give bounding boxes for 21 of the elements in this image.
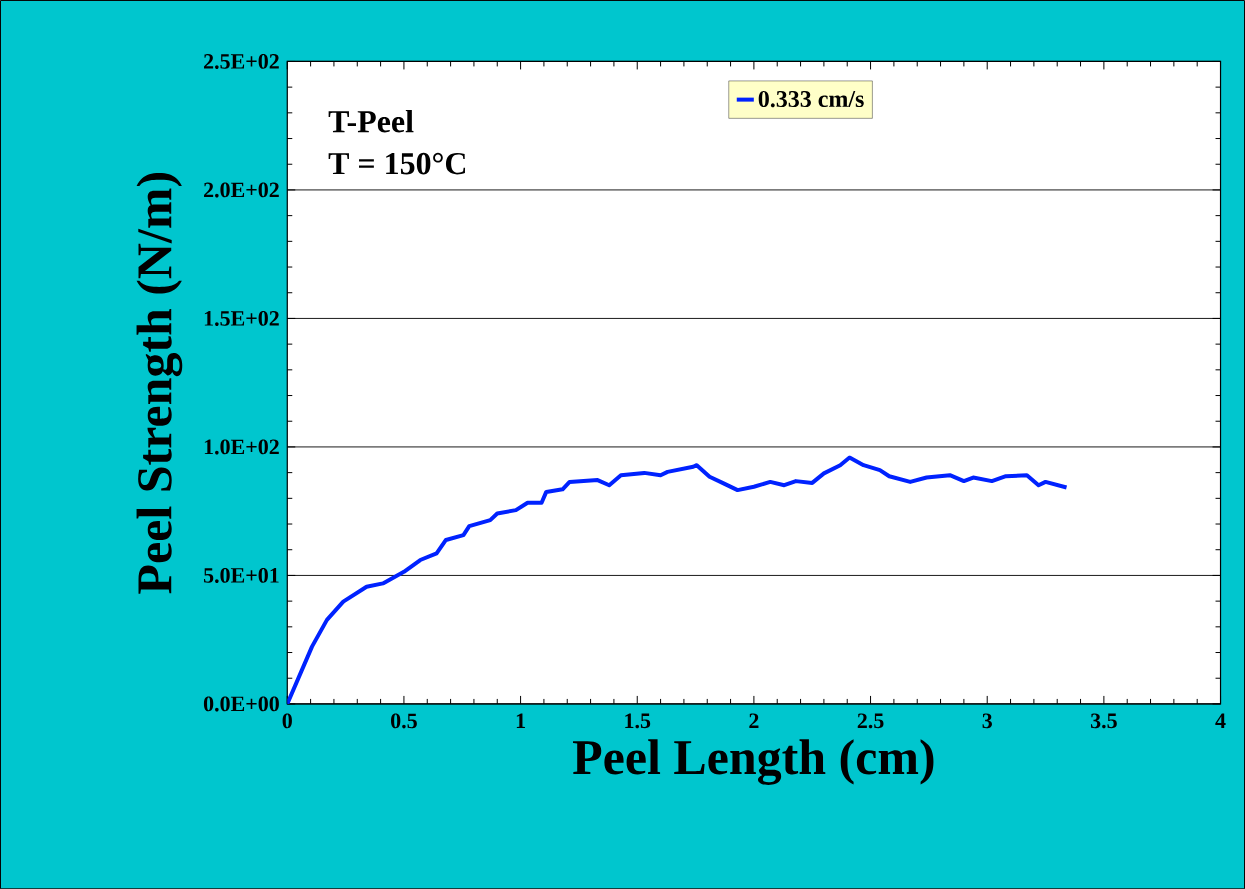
y-tick-label: 0.0E+00 <box>203 696 279 712</box>
y-tick-label: 2.5E+02 <box>204 53 279 69</box>
y-tick-label: 1.5E+02 <box>204 310 279 326</box>
x-tick-label: 2.5 <box>857 713 884 729</box>
x-tick-label: 3 <box>982 713 992 729</box>
y-axis-title: Peel Strength (N/m) <box>136 172 183 594</box>
x-tick-label: 1.5 <box>625 713 651 729</box>
x-axis-title: Peel Length (cm) <box>573 739 934 785</box>
x-tick-label: 0.5 <box>391 713 417 729</box>
x-tick-label: 3.5 <box>1090 713 1117 729</box>
y-tick-label: 2.0E+02 <box>204 182 279 198</box>
x-tick-label: 4 <box>1215 713 1226 728</box>
y-tick-label: 5.0E+01 <box>203 567 279 583</box>
y-tick-label: 1.0E+02 <box>204 439 279 455</box>
x-tick-label: 1 <box>516 713 525 728</box>
line-series <box>287 455 1069 704</box>
legend-label: 0.333 cm/s <box>758 90 864 108</box>
annotation: T = 150°C <box>328 152 466 175</box>
x-tick-label: 0 <box>282 713 292 729</box>
annotation: T-Peel <box>328 109 414 133</box>
x-tick-label: 2 <box>749 713 759 728</box>
